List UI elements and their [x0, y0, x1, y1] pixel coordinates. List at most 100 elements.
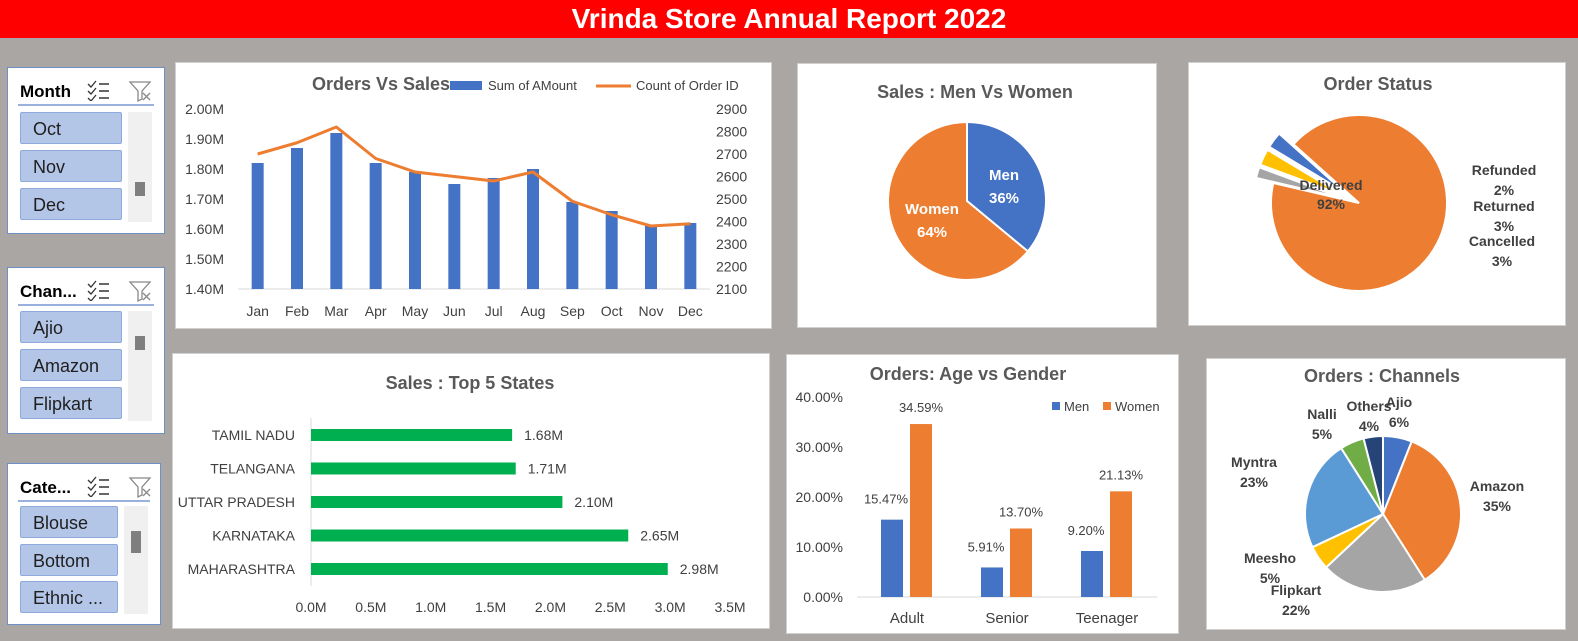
bar-sales: [645, 226, 657, 289]
bar-state: [311, 529, 629, 542]
y-tick: 20.00%: [796, 489, 843, 505]
data-label: 35%: [1483, 498, 1512, 514]
data-label: 3%: [1494, 218, 1515, 234]
slicer-item-ethnic[interactable]: Ethnic ...: [20, 581, 118, 613]
y-tick: 0.00%: [803, 589, 843, 605]
y-tick: 30.00%: [796, 439, 843, 455]
slicer-item-blouse[interactable]: Blouse: [20, 506, 118, 538]
orders-vs-sales-card: Orders Vs Sales Sum of AMount Count of Ord…: [175, 62, 772, 329]
bar-women: [1010, 528, 1032, 597]
scroll-thumb[interactable]: [135, 336, 145, 350]
slicer-scrollbar[interactable]: [128, 112, 152, 222]
x-tick: Dec: [678, 303, 703, 319]
slicer-item-flipkart[interactable]: Flipkart: [20, 387, 122, 419]
y-tick: 40.00%: [796, 389, 843, 405]
scroll-thumb[interactable]: [131, 531, 141, 553]
legend-label-men: Men: [1064, 399, 1089, 414]
legend-label-orders: Count of Order ID: [636, 78, 739, 93]
multi-select-icon[interactable]: [86, 475, 112, 497]
y-tick-right: 2200: [716, 259, 747, 275]
pie-slice-refunded: [1254, 166, 1343, 199]
bar-men: [1081, 551, 1103, 597]
bar-sales: [330, 133, 343, 289]
data-label: 3%: [1492, 253, 1513, 269]
report-title: Vrinda Store Annual Report 2022: [0, 0, 1578, 38]
top-states-chart: Sales : Top 5 States TAMIL NADU 1.68M TELAN…: [178, 373, 746, 615]
bar-state: [311, 496, 563, 508]
orders-channels-chart: Orders : Channels Ajio 6% Amazon 35% Flipkart…: [1231, 366, 1524, 618]
data-label: 5.91%: [968, 539, 1005, 554]
data-label: Delivered: [1299, 177, 1362, 193]
x-tick: Adult: [890, 610, 925, 627]
pie-slice-amazon: [1381, 440, 1462, 582]
channel-slicer[interactable]: Chan... Ajio Amazon Flipkart: [7, 267, 165, 434]
x-tick: Senior: [985, 610, 1028, 627]
x-tick: 1.0M: [415, 599, 446, 615]
data-label: Ajio: [1386, 394, 1412, 410]
y-tick-right: 2900: [716, 101, 747, 117]
data-label: 36%: [989, 190, 1019, 207]
x-tick: Teenager: [1076, 610, 1139, 627]
slicer-item-dec[interactable]: Dec: [20, 188, 122, 220]
data-label: Women: [905, 201, 959, 218]
orders-vs-sales-chart: Orders Vs Sales Sum of AMount Count of Ord…: [185, 74, 747, 319]
legend-swatch-women: [1103, 402, 1111, 410]
age-vs-gender-card: Orders: Age vs Gender Men Women 0.00% 10.00%…: [786, 354, 1179, 634]
x-tick: 0.5M: [355, 599, 386, 615]
data-label: Meesho: [1244, 550, 1296, 566]
data-label: Returned: [1473, 198, 1534, 214]
x-tick: Oct: [601, 303, 623, 319]
x-tick: Jul: [485, 303, 503, 319]
clear-filter-icon[interactable]: [128, 79, 154, 103]
clear-filter-icon[interactable]: [128, 279, 154, 303]
bar-women: [1110, 491, 1132, 597]
slicer-item-amazon[interactable]: Amazon: [20, 349, 122, 381]
multi-select-icon[interactable]: [86, 79, 112, 101]
y-tick: UTTAR PRADESH: [178, 494, 295, 510]
data-label: 2.10M: [574, 494, 613, 510]
y-tick-right: 2500: [716, 191, 747, 207]
chart-title: Order Status: [1323, 74, 1432, 94]
y-tick-right: 2300: [716, 236, 747, 252]
x-tick: Nov: [639, 303, 664, 319]
month-slicer[interactable]: Month Oct Nov Dec: [7, 67, 165, 234]
bar-state: [311, 429, 513, 441]
y-tick-right: 2700: [716, 146, 747, 162]
slicer-scrollbar[interactable]: [128, 311, 152, 421]
pie-slice-men: [966, 120, 1047, 253]
data-label: 2%: [1494, 182, 1515, 198]
data-label: 6%: [1389, 414, 1410, 430]
orders-channels-card: Orders : Channels Ajio 6% Amazon 35% Flipkart…: [1206, 358, 1566, 630]
bar-sales: [369, 163, 382, 289]
slicer-item-bottom[interactable]: Bottom: [20, 544, 118, 576]
bar-sales: [566, 202, 579, 289]
slicer-scrollbar[interactable]: [124, 506, 148, 614]
x-tick: 3.5M: [714, 599, 745, 615]
legend-swatch-sales: [450, 81, 482, 90]
slicer-item-nov[interactable]: Nov: [20, 150, 122, 182]
chart-title: Sales : Men Vs Women: [877, 82, 1073, 102]
y-tick-left: 1.40M: [185, 281, 224, 297]
data-label: 5%: [1260, 570, 1281, 586]
multi-select-icon[interactable]: [86, 279, 112, 301]
y-tick: TELANGANA: [210, 461, 295, 477]
scroll-thumb[interactable]: [135, 182, 145, 196]
data-label: 1.68M: [524, 427, 563, 443]
line-orders: [257, 125, 691, 228]
chart-title: Orders : Channels: [1304, 366, 1460, 386]
slicer-title: Month: [20, 82, 71, 101]
slicer-item-oct[interactable]: Oct: [20, 112, 122, 144]
slicer-item-ajio[interactable]: Ajio: [20, 311, 122, 343]
data-label: Flipkart: [1271, 582, 1322, 598]
y-tick-left: 1.70M: [185, 191, 224, 207]
legend-swatch-men: [1052, 402, 1060, 410]
x-tick: May: [402, 303, 428, 319]
sales-men-women-chart: Sales : Men Vs Women Men 36% Women 64%: [877, 82, 1073, 281]
y-tick-left: 1.90M: [185, 131, 224, 147]
category-slicer[interactable]: Cate... Blouse Bottom Ethnic ...: [7, 463, 161, 625]
clear-filter-icon[interactable]: [128, 475, 154, 499]
y-tick: KARNATAKA: [212, 528, 295, 544]
pie-slice-returned: [1258, 148, 1344, 197]
x-tick: Feb: [285, 303, 309, 319]
x-tick: Mar: [324, 303, 348, 319]
